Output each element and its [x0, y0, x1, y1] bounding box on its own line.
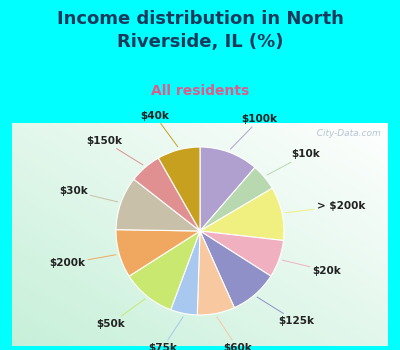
Wedge shape [200, 188, 284, 240]
Text: $20k: $20k [282, 260, 341, 276]
Text: Income distribution in North
Riverside, IL (%): Income distribution in North Riverside, … [56, 10, 344, 51]
Text: $75k: $75k [148, 317, 183, 350]
Wedge shape [200, 231, 284, 276]
Wedge shape [116, 230, 200, 276]
Wedge shape [200, 167, 272, 231]
Text: City-Data.com: City-Data.com [311, 129, 380, 138]
Text: $100k: $100k [230, 114, 278, 149]
Wedge shape [200, 231, 271, 308]
Wedge shape [158, 147, 200, 231]
Text: $40k: $40k [140, 111, 178, 147]
Text: $125k: $125k [257, 297, 314, 326]
Wedge shape [200, 147, 255, 231]
Text: $50k: $50k [96, 299, 145, 329]
Wedge shape [134, 158, 200, 231]
Wedge shape [171, 231, 200, 315]
Wedge shape [129, 231, 200, 310]
Wedge shape [197, 231, 234, 315]
Text: $200k: $200k [49, 255, 116, 268]
Text: $30k: $30k [59, 186, 118, 202]
Text: $150k: $150k [86, 136, 143, 165]
Text: $60k: $60k [217, 317, 252, 350]
Wedge shape [116, 179, 200, 231]
Text: $10k: $10k [267, 149, 320, 175]
Text: > $200k: > $200k [286, 201, 365, 213]
Text: All residents: All residents [151, 84, 249, 98]
